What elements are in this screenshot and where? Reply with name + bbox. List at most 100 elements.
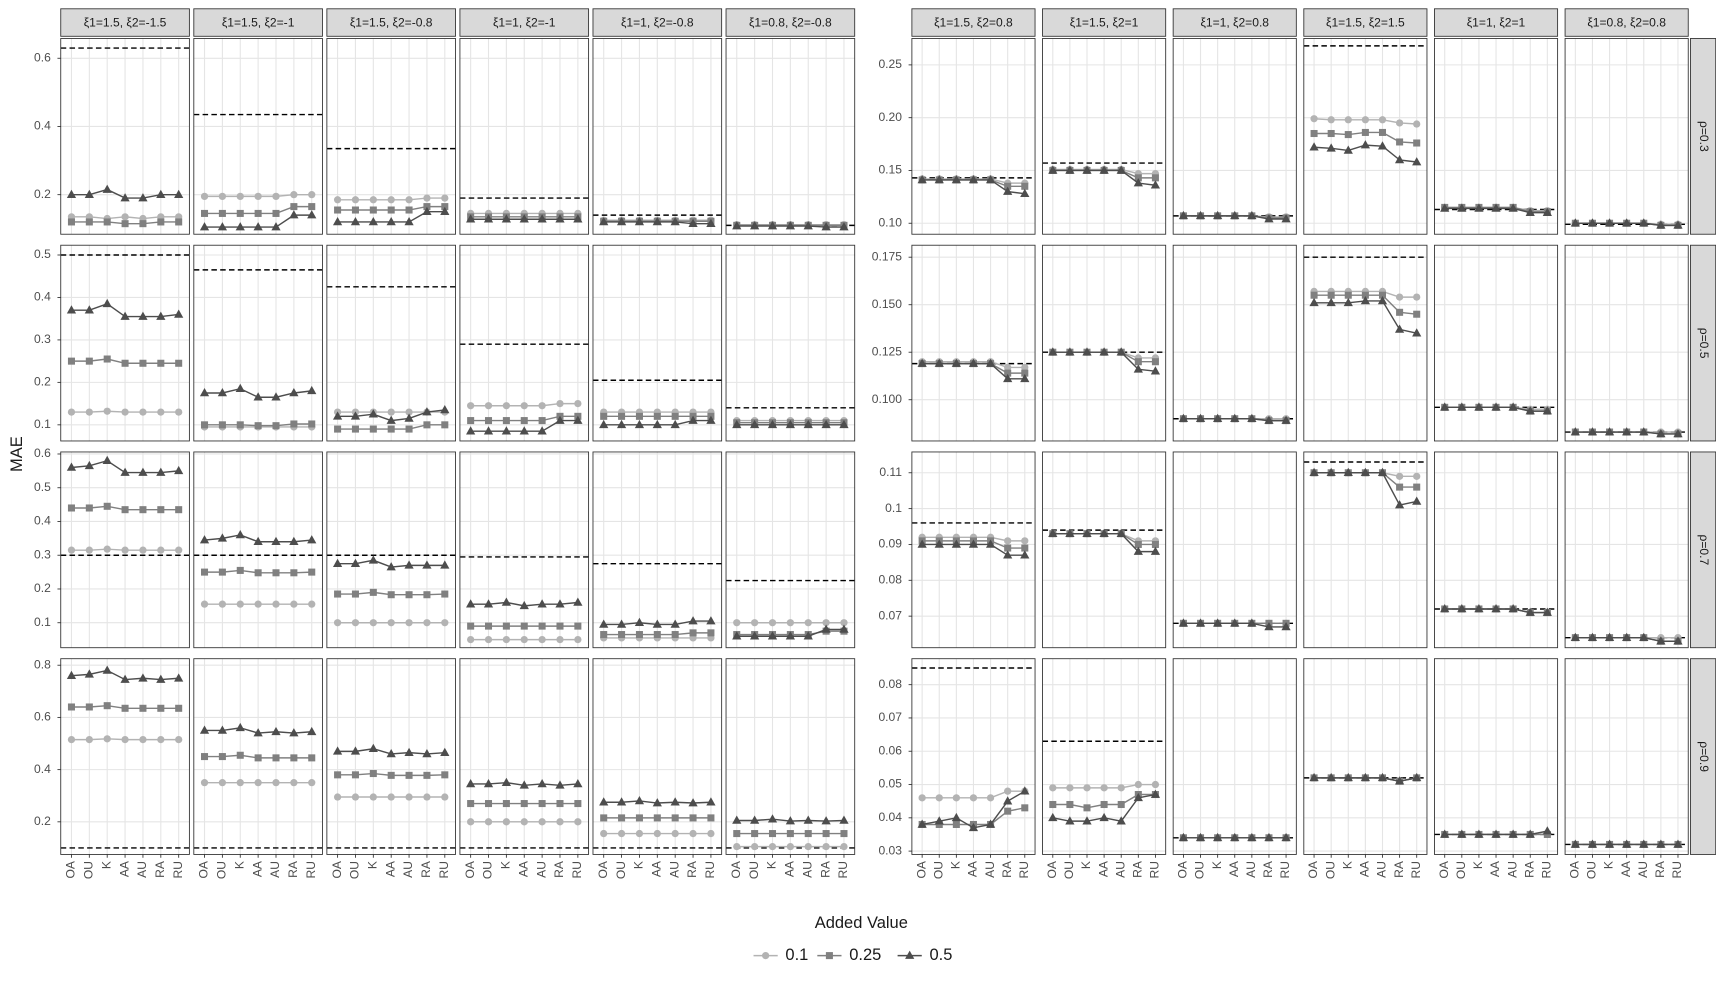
marker — [351, 793, 360, 801]
marker — [440, 405, 450, 414]
marker — [102, 455, 112, 465]
marker — [1048, 812, 1058, 822]
x-tick-label: K — [765, 861, 779, 869]
marker — [1457, 402, 1467, 411]
marker — [201, 568, 209, 576]
marker — [121, 704, 129, 712]
x-tick-label: RU — [171, 861, 185, 878]
marker — [1361, 291, 1369, 299]
marker — [519, 426, 529, 435]
x-tick-label: K — [1079, 861, 1093, 869]
x-tick-label: AU — [800, 861, 814, 878]
marker — [334, 206, 342, 214]
marker — [174, 189, 184, 198]
y-tick-label: 0.150 — [872, 297, 903, 311]
marker — [139, 220, 147, 228]
column-label: ξ1=0.8, ξ2=-0.8 — [749, 15, 832, 29]
panel-border — [911, 244, 1036, 442]
marker — [351, 196, 360, 204]
marker — [1003, 550, 1013, 559]
column-label: ξ1=1.5, ξ2=1.5 — [1326, 15, 1405, 29]
marker — [1491, 829, 1501, 838]
marker — [218, 421, 226, 429]
marker — [1656, 839, 1666, 848]
marker — [1178, 832, 1189, 842]
marker — [236, 751, 244, 759]
marker — [573, 597, 583, 606]
x-tick-label: AU — [135, 861, 149, 878]
y-tick-label: 0.09 — [878, 537, 902, 551]
marker — [839, 222, 849, 231]
marker — [138, 673, 148, 682]
marker — [634, 419, 645, 429]
panel-border — [911, 451, 1036, 649]
marker — [1327, 291, 1335, 299]
panel-border — [725, 38, 856, 235]
marker — [253, 728, 263, 737]
marker — [1281, 832, 1291, 842]
marker — [670, 217, 680, 226]
marker — [467, 635, 475, 644]
x-tick-label: AA — [117, 860, 131, 877]
marker — [1396, 483, 1404, 491]
marker — [217, 222, 228, 231]
marker — [174, 673, 184, 682]
marker — [289, 388, 299, 397]
marker — [761, 951, 770, 960]
x-tick-label: RA — [1392, 860, 1406, 878]
marker — [467, 818, 475, 826]
marker — [555, 599, 565, 608]
x-tick-label: OA — [596, 860, 610, 878]
marker — [67, 703, 75, 711]
marker — [985, 819, 996, 828]
marker — [1116, 165, 1126, 174]
strip — [1564, 8, 1689, 37]
marker — [501, 597, 512, 606]
panel-border — [592, 38, 723, 235]
marker — [1440, 402, 1450, 411]
marker — [733, 842, 741, 851]
marker — [254, 754, 262, 762]
marker — [308, 754, 316, 762]
marker — [1309, 142, 1319, 151]
marker — [1020, 373, 1030, 383]
marker — [308, 600, 316, 608]
marker — [67, 218, 75, 226]
marker — [706, 415, 716, 424]
marker — [1412, 157, 1422, 166]
marker — [573, 779, 583, 788]
marker — [422, 560, 432, 569]
marker — [290, 779, 298, 787]
x-tick-label: OA — [64, 860, 78, 878]
marker — [751, 842, 759, 851]
marker — [466, 426, 476, 435]
x-tick-label: AA — [516, 860, 530, 877]
marker — [520, 800, 528, 808]
marker — [1378, 116, 1387, 124]
marker — [1543, 830, 1551, 838]
marker — [1195, 832, 1206, 842]
marker — [1151, 540, 1159, 548]
marker — [484, 402, 493, 410]
marker — [1264, 832, 1274, 842]
marker — [1049, 800, 1057, 809]
marker — [174, 465, 184, 475]
marker — [1639, 839, 1649, 848]
marker — [236, 600, 244, 608]
y-tick-label: 0.4 — [34, 290, 51, 304]
x-tick-label: OU — [348, 861, 362, 879]
marker — [786, 619, 794, 627]
marker — [139, 735, 147, 744]
y-axis-title: MAE — [8, 436, 26, 472]
marker — [271, 726, 281, 736]
strip — [459, 8, 590, 37]
legend-label: 0.5 — [929, 946, 952, 964]
marker — [985, 358, 996, 367]
marker — [1360, 772, 1371, 782]
x-tick-label: K — [1471, 861, 1485, 869]
marker — [1150, 180, 1161, 189]
x-tick-label: RU — [1540, 861, 1554, 878]
marker — [271, 222, 281, 231]
marker — [574, 800, 582, 808]
